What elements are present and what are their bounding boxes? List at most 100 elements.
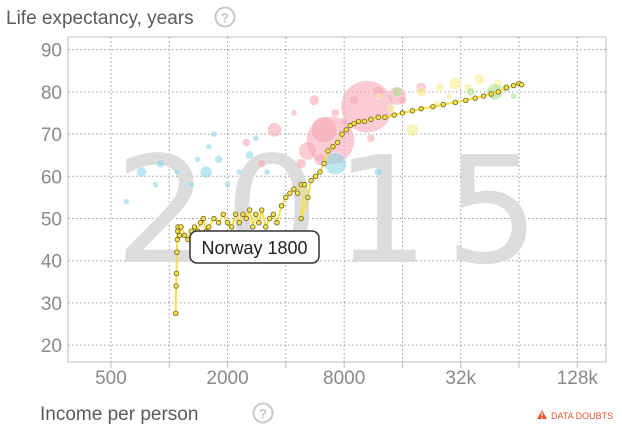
- trail-point[interactable]: [382, 114, 388, 120]
- trail-point[interactable]: [321, 160, 327, 167]
- trail-point[interactable]: [206, 224, 212, 230]
- trail-point[interactable]: [283, 194, 289, 201]
- trail-point[interactable]: [243, 215, 250, 222]
- country-bubble[interactable]: [236, 168, 243, 176]
- trail-point[interactable]: [200, 215, 207, 222]
- trail-point[interactable]: [174, 249, 180, 255]
- country-bubble[interactable]: [435, 83, 445, 92]
- trail-point[interactable]: [409, 108, 416, 114]
- trail-point[interactable]: [308, 177, 314, 184]
- trail-point[interactable]: [317, 169, 323, 175]
- country-bubble[interactable]: [366, 134, 376, 143]
- country-bubble[interactable]: [152, 181, 159, 188]
- country-bubble[interactable]: [348, 95, 360, 106]
- country-bubble[interactable]: [210, 130, 218, 138]
- country-bubble[interactable]: [295, 158, 307, 169]
- trail-point[interactable]: [343, 127, 349, 133]
- trail-point[interactable]: [287, 190, 293, 196]
- country-bubble[interactable]: [123, 198, 130, 205]
- country-bubble[interactable]: [398, 96, 407, 105]
- trail-point[interactable]: [240, 211, 246, 217]
- country-bubble[interactable]: [446, 92, 453, 100]
- country-bubble[interactable]: [245, 150, 254, 160]
- trail-point[interactable]: [232, 211, 239, 217]
- country-bubble[interactable]: [324, 152, 347, 175]
- country-bubble[interactable]: [257, 159, 266, 168]
- country-bubble[interactable]: [267, 122, 282, 138]
- trail-point[interactable]: [375, 114, 381, 120]
- country-bubble[interactable]: [224, 181, 231, 188]
- trail-point[interactable]: [250, 224, 256, 230]
- trail-point[interactable]: [274, 220, 280, 226]
- trail-point[interactable]: [253, 211, 259, 217]
- trail-point[interactable]: [174, 236, 180, 243]
- trail-point[interactable]: [399, 110, 406, 116]
- country-bubble[interactable]: [290, 109, 298, 117]
- trail-point[interactable]: [305, 194, 311, 201]
- trail-point[interactable]: [211, 215, 217, 222]
- country-bubble[interactable]: [391, 86, 403, 98]
- trail-point[interactable]: [391, 112, 397, 118]
- trail-point[interactable]: [463, 97, 469, 104]
- x-axis-title[interactable]: Income per person: [40, 404, 198, 425]
- country-bubble[interactable]: [374, 92, 382, 100]
- country-bubble[interactable]: [214, 155, 223, 164]
- country-bubble[interactable]: [242, 138, 251, 147]
- trail-point[interactable]: [246, 207, 253, 213]
- country-bubble[interactable]: [252, 135, 260, 142]
- country-bubble[interactable]: [331, 108, 340, 118]
- trail-point[interactable]: [197, 220, 204, 226]
- trail-point[interactable]: [480, 93, 487, 99]
- trail-point[interactable]: [181, 232, 188, 239]
- trail-point[interactable]: [368, 116, 374, 123]
- trail-point[interactable]: [440, 101, 446, 108]
- data-doubts-link[interactable]: DATA DOUBTS: [537, 410, 613, 421]
- trail-point[interactable]: [339, 131, 345, 137]
- trail-point[interactable]: [263, 224, 269, 230]
- country-bubble[interactable]: [205, 143, 213, 150]
- y-axis-title[interactable]: Life expectancy, years: [6, 8, 194, 29]
- country-bubble[interactable]: [308, 95, 320, 106]
- x-help-icon[interactable]: ?: [252, 402, 274, 424]
- country-bubble[interactable]: [188, 181, 195, 188]
- trail-point[interactable]: [258, 207, 265, 213]
- trail-point[interactable]: [291, 186, 297, 192]
- country-bubble[interactable]: [386, 104, 396, 114]
- trail-point[interactable]: [270, 211, 277, 217]
- country-bubble[interactable]: [474, 73, 485, 85]
- trail-point[interactable]: [191, 224, 198, 230]
- country-bubble[interactable]: [339, 117, 349, 126]
- trail-point[interactable]: [220, 211, 226, 217]
- country-bubble[interactable]: [199, 165, 213, 179]
- trail-point[interactable]: [173, 310, 179, 317]
- trail-point[interactable]: [510, 82, 517, 89]
- country-bubble[interactable]: [310, 116, 338, 144]
- country-bubble[interactable]: [263, 168, 271, 176]
- trail-point[interactable]: [224, 220, 231, 226]
- country-bubble[interactable]: [174, 168, 181, 176]
- y-help-icon[interactable]: ?: [214, 6, 236, 28]
- trail-point[interactable]: [488, 91, 494, 97]
- country-bubble[interactable]: [415, 86, 427, 98]
- trail-point[interactable]: [355, 118, 362, 125]
- trail-point[interactable]: [215, 220, 222, 226]
- country-bubble[interactable]: [449, 77, 462, 90]
- trail-point[interactable]: [503, 84, 509, 91]
- trail-point[interactable]: [330, 144, 336, 150]
- trail-point[interactable]: [361, 118, 368, 125]
- trail-point[interactable]: [236, 220, 243, 226]
- trail-point[interactable]: [351, 120, 357, 127]
- trail-point[interactable]: [325, 148, 331, 154]
- country-bubble[interactable]: [136, 166, 147, 178]
- trail-point[interactable]: [452, 99, 459, 106]
- trail-point[interactable]: [266, 215, 273, 222]
- country-bubble[interactable]: [406, 123, 419, 137]
- trail-point[interactable]: [176, 232, 183, 239]
- trail-point[interactable]: [472, 95, 478, 101]
- country-bubble[interactable]: [298, 141, 318, 161]
- trail-point[interactable]: [312, 173, 319, 179]
- trail-point[interactable]: [430, 103, 436, 110]
- trail-point[interactable]: [518, 81, 525, 88]
- trail-point[interactable]: [173, 270, 180, 277]
